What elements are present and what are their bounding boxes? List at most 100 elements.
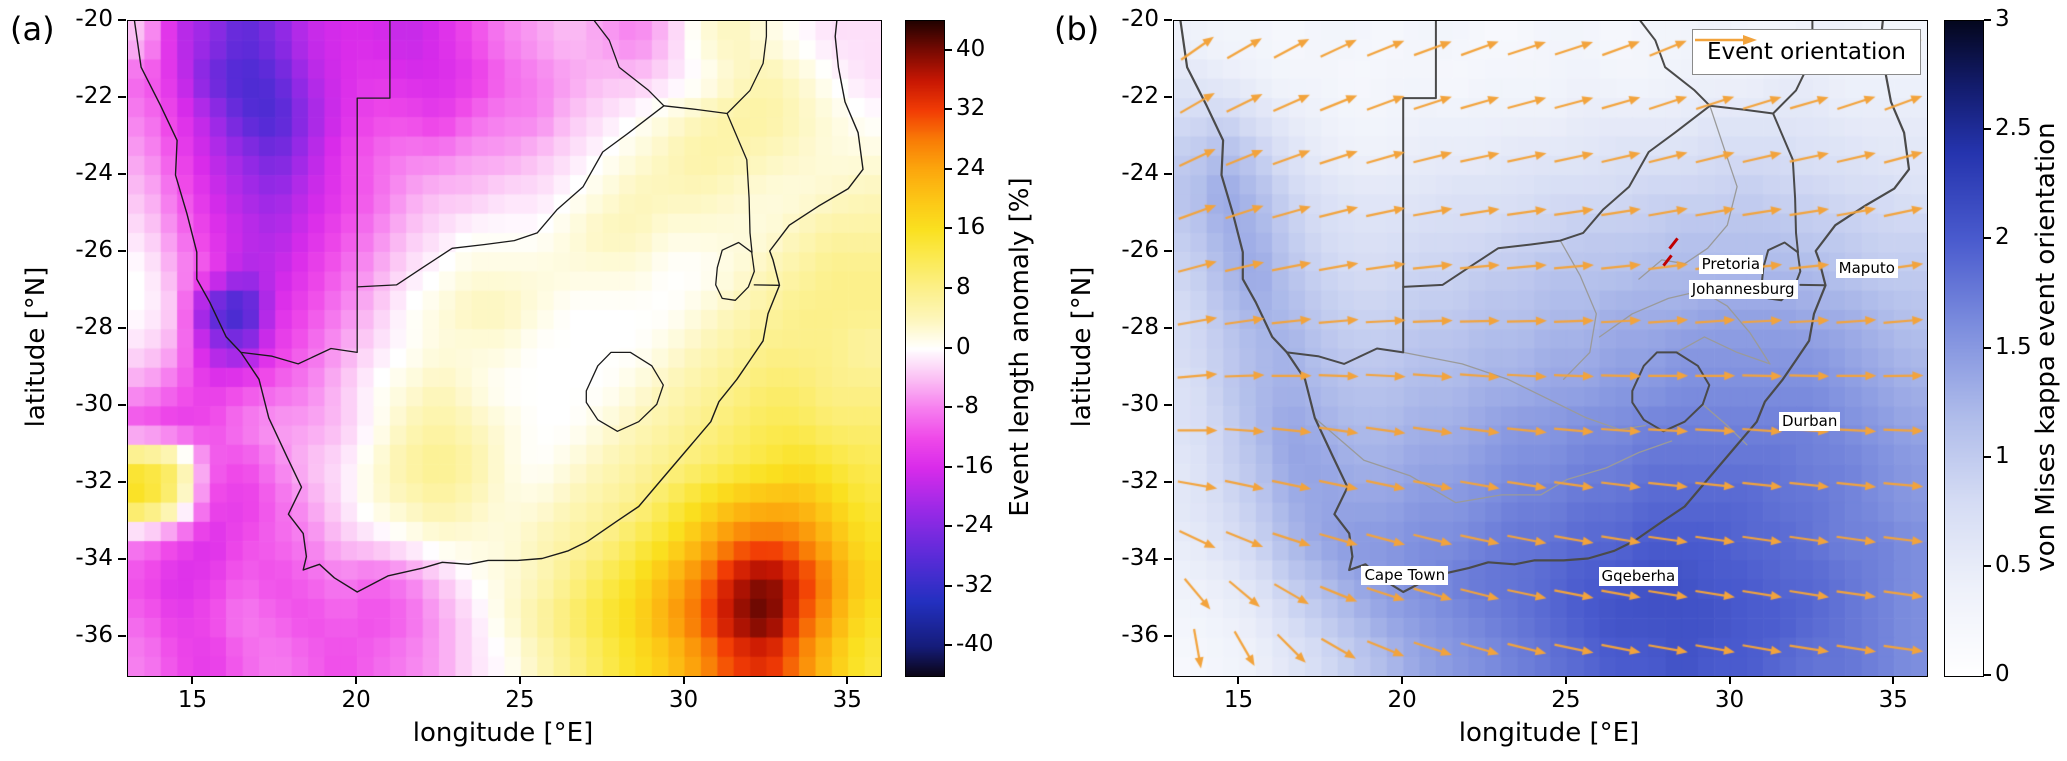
y-tick-mark: [118, 327, 126, 330]
colorbar-a-label: Event length anomaly [%]: [1005, 177, 1035, 517]
x-tick-label: 35: [1878, 687, 1908, 713]
panel-a-plot: [127, 20, 882, 677]
city-label-pretoria: Pretoria: [1698, 254, 1764, 274]
colorbar-tick-label: -40: [956, 631, 994, 658]
y-tick-label: -30: [75, 391, 113, 418]
y-tick-mark: [118, 558, 126, 561]
colorbar-tick-mark: [945, 584, 952, 587]
y-tick-mark: [1164, 96, 1172, 99]
panel-b-label: (b): [1054, 10, 1100, 48]
colorbar-tick-label: 1.5: [1995, 333, 2032, 360]
legend-event-orientation: Event orientation: [1691, 29, 1921, 75]
colorbar-tick-label: 32: [956, 95, 986, 122]
colorbar-tick-label: 2.5: [1995, 115, 2032, 142]
colorbar-tick-mark: [945, 108, 952, 111]
x-tick-label: 15: [1223, 687, 1254, 713]
y-tick-mark: [1164, 635, 1172, 638]
colorbar-tick-label: 0.5: [1995, 551, 2032, 578]
colorbar-tick-mark: [945, 167, 952, 170]
country-border: [593, 21, 665, 107]
x-tick-mark: [682, 676, 685, 684]
y-tick-label: -22: [75, 83, 113, 110]
y-tick-label: -30: [1121, 391, 1159, 418]
y-tick-label: -22: [1121, 83, 1159, 110]
x-tick-mark: [1564, 676, 1567, 684]
colorbar-tick-label: 0: [956, 333, 971, 360]
x-tick-label: 20: [1387, 687, 1417, 713]
y-tick-label: -28: [75, 314, 113, 341]
country-border: [726, 21, 768, 115]
y-tick-label: -34: [75, 545, 113, 572]
colorbar-tick-label: -16: [956, 452, 994, 479]
panel-b-xlabel: longitude [°E]: [1458, 718, 1640, 748]
y-tick-mark: [118, 250, 126, 253]
colorbar-tick-mark: [945, 286, 952, 289]
y-tick-label: -36: [75, 622, 113, 649]
panel-b-ylabel: latitude [°N]: [1067, 266, 1097, 428]
colorbar-tick-mark: [1984, 128, 1991, 131]
y-tick-label: -24: [75, 160, 113, 187]
colorbar-tick-label: -8: [956, 393, 979, 420]
colorbar-a: [905, 20, 945, 677]
x-tick-label: 25: [505, 687, 535, 713]
y-tick-mark: [118, 19, 126, 21]
x-tick-mark: [1401, 676, 1404, 684]
colorbar-tick-label: -32: [956, 571, 994, 598]
colorbar-tick-mark: [1984, 674, 1991, 676]
x-tick-label: 30: [668, 687, 699, 713]
colorbar-tick-label: 24: [956, 154, 986, 181]
city-label-maputo: Maputo: [1835, 259, 1898, 279]
colorbar-tick-mark: [945, 525, 952, 528]
colorbar-tick-label: 1: [1995, 442, 2010, 469]
colorbar-tick-label: 2: [1995, 224, 2010, 251]
x-tick-mark: [1237, 676, 1240, 684]
y-tick-mark: [1164, 250, 1172, 253]
y-tick-label: -20: [75, 6, 113, 32]
colorbar-tick-label: 0: [1995, 661, 2010, 687]
city-label-cape-town: Cape Town: [1361, 565, 1449, 585]
y-tick-label: -32: [1121, 468, 1159, 495]
y-tick-mark: [118, 96, 126, 99]
colorbar-tick-mark: [945, 644, 952, 647]
country-border: [356, 105, 665, 288]
country-border: [240, 21, 391, 365]
geo-a-overlay: [133, 21, 864, 593]
y-tick-label: -28: [1121, 314, 1159, 341]
country-border: [585, 351, 664, 432]
city-label-gqeberha: Gqeberha: [1598, 566, 1679, 586]
x-tick-label: 15: [177, 687, 208, 713]
x-tick-label: 30: [1714, 687, 1745, 713]
y-tick-label: -32: [75, 468, 113, 495]
x-tick-mark: [846, 676, 849, 684]
x-tick-label: 20: [341, 687, 371, 713]
heatmap-a-canvas: [128, 21, 881, 676]
x-tick-mark: [1728, 676, 1731, 684]
x-tick-mark: [518, 676, 521, 684]
colorbar-tick-mark: [945, 406, 952, 409]
panel-a-label: (a): [10, 10, 55, 48]
y-tick-mark: [1164, 558, 1172, 561]
y-tick-label: -24: [1121, 160, 1159, 187]
colorbar-tick-label: 16: [956, 214, 986, 241]
y-tick-mark: [118, 635, 126, 638]
colorbar-tick-label: 40: [956, 35, 986, 62]
panel-a-xlabel: longitude [°E]: [412, 718, 594, 748]
city-label-johannesburg: Johannesburg: [1688, 279, 1798, 299]
colorbar-tick-mark: [945, 227, 952, 230]
country-border: [715, 241, 755, 301]
panel-a-ylabel: latitude [°N]: [21, 266, 51, 428]
colorbar-tick-mark: [1984, 455, 1991, 458]
coastline: [133, 21, 864, 593]
city-label-durban: Durban: [1778, 411, 1841, 431]
x-tick-label: 35: [832, 687, 862, 713]
colorbar-tick-mark: [1984, 346, 1991, 349]
event-orientation-arrow-icon: [1694, 35, 1757, 45]
y-tick-mark: [1164, 481, 1172, 484]
y-tick-mark: [118, 173, 126, 176]
quiver-b-canvas: [1174, 21, 1927, 676]
y-tick-label: -34: [1121, 545, 1159, 572]
x-tick-label: 25: [1551, 687, 1581, 713]
colorbar-b: [1944, 20, 1984, 677]
colorbar-tick-mark: [945, 346, 952, 349]
y-tick-label: -26: [1121, 237, 1159, 264]
